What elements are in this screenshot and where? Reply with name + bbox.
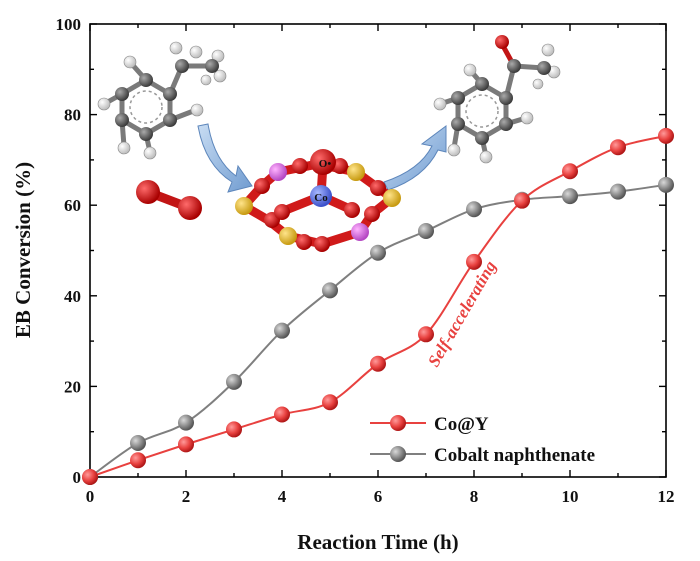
x-tick-label: 0 <box>86 487 95 506</box>
data-point-cobalt-naphthenate <box>130 435 146 452</box>
data-point-co-y <box>130 452 146 469</box>
self-accelerating-annotation: Self-accelerating <box>424 257 500 370</box>
data-point-co-y <box>514 192 530 209</box>
data-point-co-y <box>466 253 482 270</box>
x-tick-label: 10 <box>562 487 579 506</box>
cobalt-ring-cluster: Co O• <box>235 149 401 252</box>
oxygen-molecule <box>136 180 202 220</box>
series-line-cobalt-naphthenate <box>89 183 667 478</box>
data-point-co-y <box>322 394 338 411</box>
legend-item-cobalt-naphthenate: Cobalt naphthenate <box>370 445 595 466</box>
data-point-co-y <box>562 163 578 180</box>
data-point-co-y <box>178 436 194 453</box>
curved-arrow-in-icon <box>197 123 253 193</box>
data-point-co-y <box>610 139 626 156</box>
data-point-co-y <box>370 355 386 372</box>
legend-marker-co-y <box>390 415 406 431</box>
data-point-cobalt-naphthenate <box>322 282 338 299</box>
data-point-cobalt-naphthenate <box>226 373 242 390</box>
oxygen-radical-label: O• <box>319 158 332 170</box>
data-point-co-y <box>226 421 242 438</box>
axis-ticks <box>89 23 667 478</box>
data-point-cobalt-naphthenate <box>562 188 578 205</box>
legend-label-cobalt-naphthenate: Cobalt naphthenate <box>434 445 595 466</box>
curved-arrow-out-icon <box>383 125 447 191</box>
ethylbenzene-molecule <box>97 41 227 160</box>
y-tick-label: 20 <box>64 377 81 396</box>
legend-item-co-y: Co@Y <box>370 414 489 435</box>
molecule-inset: Co O• <box>97 35 561 252</box>
axis-tick-labels: 0 2 4 6 8 10 12 0 20 40 60 80 100 <box>56 15 675 506</box>
data-point-co-y <box>658 127 674 144</box>
data-point-cobalt-naphthenate <box>178 414 194 431</box>
y-tick-label: 0 <box>73 468 82 487</box>
x-tick-label: 8 <box>470 487 479 506</box>
x-tick-label: 12 <box>658 487 675 506</box>
y-axis-title: EB Conversion (%) <box>11 162 35 338</box>
y-tick-label: 100 <box>56 15 82 34</box>
data-point-cobalt-naphthenate <box>466 201 482 218</box>
series-layer <box>82 127 674 485</box>
data-point-co-y <box>274 406 290 423</box>
data-point-cobalt-naphthenate <box>274 322 290 339</box>
x-tick-label: 6 <box>374 487 383 506</box>
data-point-cobalt-naphthenate <box>370 244 386 261</box>
data-point-cobalt-naphthenate <box>658 176 674 193</box>
legend-marker-cobalt-naphthenate <box>390 446 406 462</box>
data-point-cobalt-naphthenate <box>418 223 434 240</box>
x-axis-title: Reaction Time (h) <box>297 530 458 554</box>
x-tick-label: 2 <box>182 487 191 506</box>
y-tick-label: 80 <box>64 106 81 125</box>
x-tick-label: 4 <box>278 487 287 506</box>
data-point-co-y <box>82 469 98 485</box>
data-point-cobalt-naphthenate <box>610 183 626 200</box>
legend: Co@Y Cobalt naphthenate <box>370 414 595 466</box>
y-tick-label: 40 <box>64 287 81 306</box>
cobalt-atom-label: Co <box>314 192 328 204</box>
y-tick-label: 60 <box>64 196 81 215</box>
legend-label-co-y: Co@Y <box>434 414 489 435</box>
data-point-co-y <box>418 326 434 343</box>
acetophenone-molecule <box>433 35 561 164</box>
